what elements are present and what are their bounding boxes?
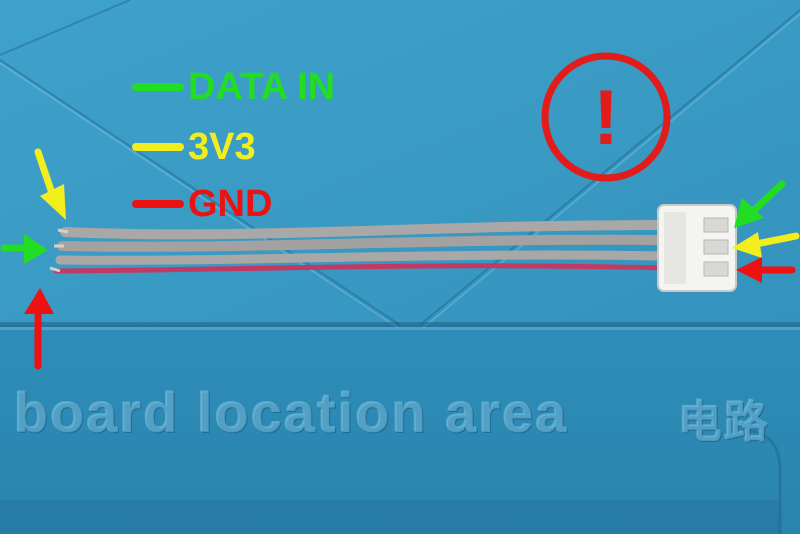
wire-tip xyxy=(57,228,69,234)
arrow-data-in-left xyxy=(0,234,48,264)
mat-embossed-text: board location area xyxy=(14,381,569,444)
mat-embossed-cjk: 电路 xyxy=(678,398,770,447)
mat-plate-edge xyxy=(0,322,800,327)
jst-connector xyxy=(657,204,737,292)
wire-spare xyxy=(55,250,670,265)
warning-exclamation-icon: ! xyxy=(593,73,619,161)
ribbon-cable xyxy=(49,220,670,274)
wire-gnd xyxy=(53,263,668,274)
legend-label-3v3: 3V3 xyxy=(188,126,256,168)
arrow-data-in-right xyxy=(734,180,786,228)
wire-data-in xyxy=(60,220,670,240)
legend-label-gnd: GND xyxy=(188,183,273,225)
arrow-3v3-left xyxy=(34,148,66,220)
arrow-gnd-left xyxy=(24,288,54,370)
left-arrows xyxy=(0,148,66,370)
wire-3v3 xyxy=(57,234,670,252)
arrow-gnd-right xyxy=(736,257,796,283)
right-arrows xyxy=(732,180,800,283)
mat-grooves xyxy=(0,0,800,326)
arrow-3v3-right xyxy=(732,232,800,258)
warning-circle xyxy=(541,52,671,182)
legend-label-data-in: DATA IN xyxy=(188,66,336,108)
